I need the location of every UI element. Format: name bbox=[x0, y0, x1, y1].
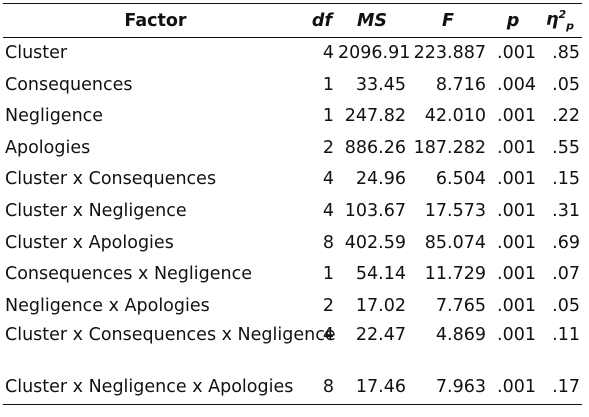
cell-f: 4.869 bbox=[435, 325, 486, 346]
table-header: Factor df MS F p η2p bbox=[3, 3, 582, 38]
cell-eta: .11 bbox=[552, 325, 580, 346]
cell-f: 7.963 bbox=[408, 370, 488, 406]
cell-eta: .85 bbox=[552, 43, 580, 63]
cell-p: .001 bbox=[497, 325, 536, 346]
cell-df: 4 bbox=[322, 43, 334, 63]
cell-eta: .69 bbox=[552, 232, 580, 253]
cell-factor: Cluster x Negligence x Apologies bbox=[3, 370, 308, 406]
cell-ms: 2096.91 bbox=[338, 43, 411, 63]
cell-f: 187.282 bbox=[413, 137, 486, 158]
cell-df: 1 bbox=[322, 264, 334, 285]
cell-df: 2 bbox=[322, 137, 334, 158]
cell-f: 8.716 bbox=[435, 74, 486, 95]
cell-ms: 54.14 bbox=[355, 264, 406, 285]
table-row: Cluster 4 2096.91 223.887 .001 .85 bbox=[3, 38, 582, 70]
header-eta: η2p bbox=[538, 3, 582, 38]
cell-factor: Negligence bbox=[5, 106, 104, 127]
table-row: Cluster x Negligence 4 103.67 17.573 .001 .31 bbox=[3, 196, 582, 228]
cell-p: .001 bbox=[497, 200, 536, 221]
cell-p: .001 bbox=[497, 169, 536, 190]
header-p: p bbox=[488, 3, 538, 38]
eta-symbol: η bbox=[546, 10, 559, 31]
eta-superscript: 2 bbox=[558, 8, 567, 22]
table-row: Cluster x Negligence x Apologies 8 17.46 7.… bbox=[3, 370, 582, 406]
table-body: Cluster 4 2096.91 223.887.001.85 Consequence… bbox=[3, 38, 582, 406]
cell-f: 85.074 bbox=[424, 232, 486, 253]
cell-ms: 17.02 bbox=[355, 295, 406, 316]
cell-df: 4 bbox=[322, 200, 334, 221]
cell-factor: Cluster x Consequences bbox=[5, 169, 217, 190]
header-df: df bbox=[308, 3, 336, 38]
cell-df: 2 bbox=[322, 295, 334, 316]
cell-df: 8 bbox=[322, 232, 334, 253]
cell-factor: Cluster x Negligence bbox=[5, 200, 187, 221]
cell-df: 4 bbox=[322, 169, 334, 190]
cell-factor: Apologies bbox=[5, 137, 91, 158]
cell-ms: 247.82 bbox=[344, 106, 406, 127]
cell-factor: Consequences x Negligence bbox=[5, 264, 252, 285]
cell-eta: .15 bbox=[552, 169, 580, 190]
table-row: Cluster x Apologies 8 402.59 85.074 .001 .69 bbox=[3, 228, 582, 260]
cell-ms: 17.46 bbox=[336, 370, 408, 406]
cell-eta: .07 bbox=[552, 264, 580, 285]
cell-eta: .05 bbox=[552, 295, 580, 316]
eta-subscript: p bbox=[566, 19, 574, 33]
table-row: Consequences 1 33.45 8.716 .004 .05 bbox=[3, 70, 582, 102]
cell-ms: 22.47 bbox=[355, 325, 406, 346]
cell-f: 11.729 bbox=[424, 264, 486, 285]
cell-eta: .05 bbox=[552, 74, 580, 95]
cell-f: 6.504 bbox=[435, 169, 486, 190]
header-ms: MS bbox=[336, 3, 408, 38]
cell-p: .001 bbox=[497, 43, 536, 63]
anova-table: Factor df MS F p η2p Cluster 4 2096.91 223.… bbox=[3, 3, 582, 406]
cell-p: .001 bbox=[497, 264, 536, 285]
table-row: Negligence 1 247.82 42.010 .001 .22 bbox=[3, 101, 582, 133]
cell-df: 1 bbox=[322, 106, 334, 127]
cell-p: .001 bbox=[488, 370, 538, 406]
header-row: Factor df MS F p η2p bbox=[3, 3, 582, 38]
header-factor: Factor bbox=[3, 3, 308, 38]
cell-factor: Cluster x Consequences x Negligence bbox=[5, 325, 336, 346]
cell-factor: Cluster x Apologies bbox=[5, 232, 174, 253]
table-row: Cluster x Consequences x Negligence 4 22.4… bbox=[3, 322, 582, 370]
cell-eta: .22 bbox=[552, 106, 580, 127]
cell-factor: Cluster bbox=[5, 43, 68, 63]
cell-eta: .17 bbox=[538, 370, 582, 406]
cell-f: 42.010 bbox=[424, 106, 486, 127]
cell-ms: 402.59 bbox=[344, 232, 406, 253]
table-row: Cluster x Consequences 4 24.96 6.504 .001 .15 bbox=[3, 164, 582, 196]
cell-f: 7.765 bbox=[435, 295, 486, 316]
cell-df: 4 bbox=[322, 325, 334, 346]
cell-ms: 33.45 bbox=[355, 74, 406, 95]
cell-p: .001 bbox=[497, 232, 536, 253]
cell-p: .001 bbox=[497, 137, 536, 158]
cell-ms: 24.96 bbox=[355, 169, 406, 190]
cell-eta: .31 bbox=[552, 200, 580, 221]
cell-eta: .55 bbox=[552, 137, 580, 158]
table-row: Consequences x Negligence 1 54.14 11.729 .00… bbox=[3, 259, 582, 291]
cell-factor: Consequences bbox=[5, 74, 133, 95]
cell-f: 17.573 bbox=[424, 200, 486, 221]
cell-df: 8 bbox=[308, 370, 336, 406]
header-f: F bbox=[408, 3, 488, 38]
table-row: Apologies 2 886.26 187.282 .001 .55 bbox=[3, 133, 582, 165]
cell-ms: 886.26 bbox=[344, 137, 406, 158]
cell-df: 1 bbox=[322, 74, 334, 95]
cell-f: 223.887 bbox=[413, 43, 486, 63]
cell-p: .001 bbox=[497, 295, 536, 316]
cell-factor: Negligence x Apologies bbox=[5, 295, 210, 316]
table-row: Negligence x Apologies 2 17.02 7.765 .001 .05 bbox=[3, 291, 582, 323]
cell-ms: 103.67 bbox=[344, 200, 406, 221]
cell-p: .004 bbox=[497, 74, 536, 95]
cell-p: .001 bbox=[497, 106, 536, 127]
